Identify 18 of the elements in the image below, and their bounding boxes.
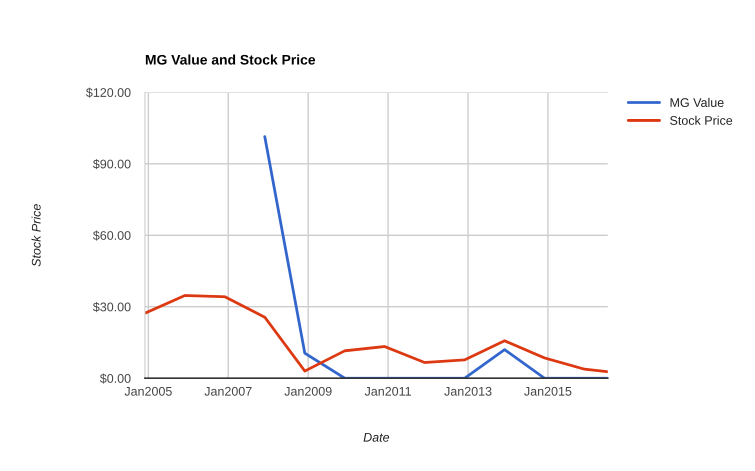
- y-tick-label: $30.00: [92, 302, 131, 312]
- x-axis-title: Date: [364, 432, 390, 442]
- x-tick-label: Jan2015: [524, 386, 572, 396]
- legend-label: MG Value: [670, 98, 724, 108]
- y-axis-title: Stock Price: [31, 204, 41, 267]
- legend-label: Stock Price: [670, 116, 732, 125]
- y-tick-label: $120.00: [86, 88, 131, 98]
- chart-title: MG Value and Stock Price: [146, 54, 316, 65]
- y-tick-label: $0.00: [100, 373, 131, 384]
- line-series: [144, 294, 608, 374]
- x-tick-label: Jan2013: [444, 386, 492, 396]
- x-tick-label: Jan2007: [204, 386, 252, 396]
- x-tick-label: Jan2009: [284, 386, 332, 396]
- x-tick-label: Jan2011: [364, 386, 411, 396]
- x-tick-label: Jan2005: [124, 386, 172, 396]
- y-tick-label: $90.00: [92, 159, 131, 170]
- y-tick-label: $60.00: [92, 230, 131, 241]
- line-series: [263, 135, 608, 378]
